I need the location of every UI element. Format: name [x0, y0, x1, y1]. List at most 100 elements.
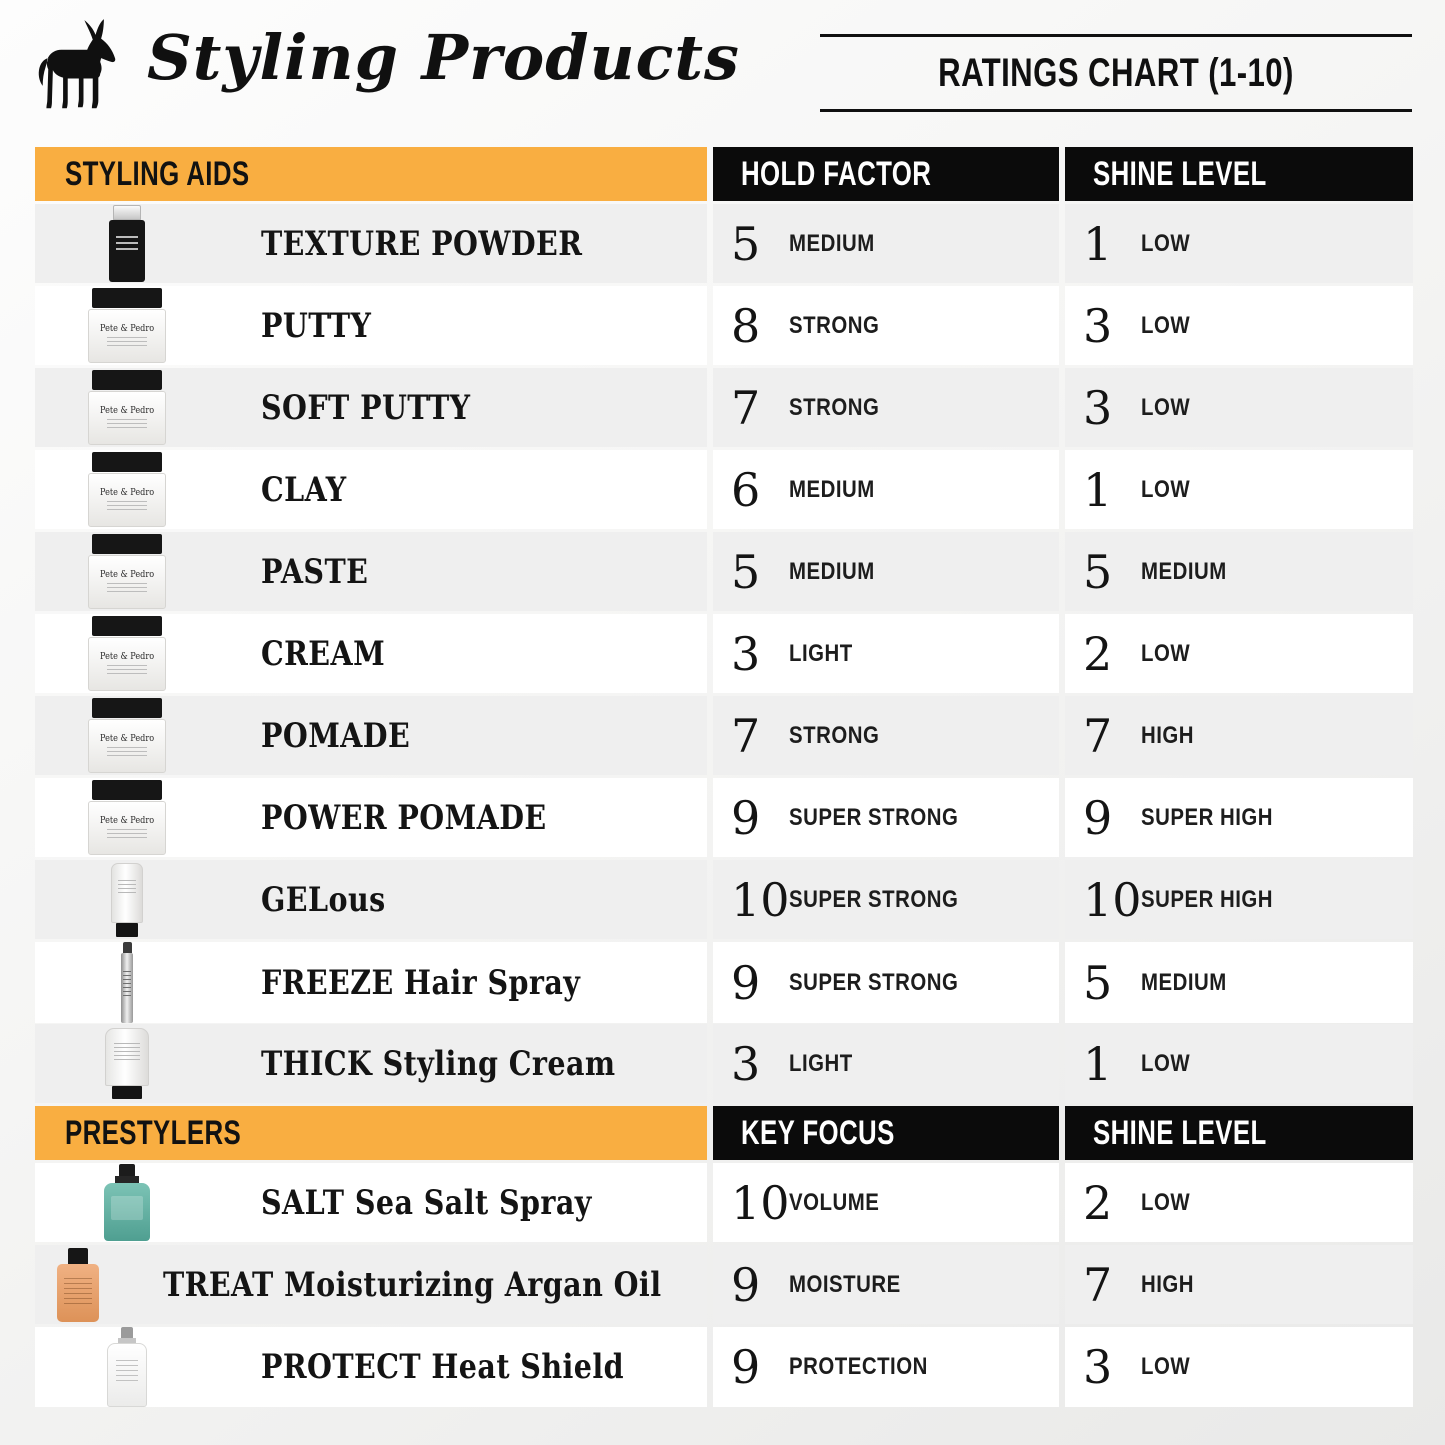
- rating-label: PROTECTION: [789, 1353, 928, 1380]
- rating-label: LOW: [1141, 229, 1191, 257]
- product-name: POMADE: [261, 715, 411, 756]
- rating-value: 1: [1083, 1036, 1113, 1091]
- column-header-hold-factor: HOLD FACTOR: [713, 147, 1059, 201]
- product-name: SOFT PUTTY: [261, 387, 471, 428]
- product-name: POWER POMADE: [261, 797, 547, 838]
- rating-value: 7: [731, 708, 761, 763]
- rating-label: STRONG: [789, 393, 880, 421]
- rating-value: 10: [731, 872, 790, 927]
- masthead: Styling Products RATINGS CHART (1-10): [0, 0, 1445, 147]
- product-thumbnail: Pete & Pedro: [57, 942, 197, 1023]
- rating-label: VOLUME: [789, 1188, 880, 1216]
- product-thumbnail: Pete & Pedro: [57, 532, 197, 611]
- rating-value: 3: [1083, 298, 1113, 353]
- product-thumbnail: Pete & Pedro: [57, 614, 197, 693]
- section-title: STYLING AIDS: [35, 147, 707, 201]
- product-name: CREAM: [261, 633, 386, 674]
- table-row: Pete & Pedro TREAT Moisturizing Argan Oi…: [35, 1245, 1413, 1324]
- table-row: Pete & Pedro GELous 10 SUPER STRONG 10 S…: [35, 860, 1413, 939]
- column-header-shine-level: SHINE LEVEL: [1065, 147, 1413, 201]
- rating-value: 3: [1083, 380, 1113, 435]
- table-row: Pete & Pedro PROTECT Heat Shield 9 PROTE…: [35, 1327, 1413, 1407]
- rating-value: 7: [731, 380, 761, 435]
- table-row: Pete & Pedro FREEZE Hair Spray 9 SUPER S…: [35, 942, 1413, 1023]
- rating-label: MOISTURE: [789, 1270, 901, 1298]
- rating-value: 9: [731, 1340, 761, 1394]
- rating-label: MEDIUM: [1141, 968, 1227, 996]
- donkey-icon: [26, 16, 128, 116]
- rating-value: 1: [1083, 462, 1113, 517]
- product-thumbnail: Pete & Pedro: [57, 204, 197, 283]
- rating-label: STRONG: [789, 721, 880, 749]
- product-name: TEXTURE POWDER: [261, 223, 583, 264]
- rating-value: 7: [1083, 708, 1113, 763]
- rating-label: LOW: [1141, 1188, 1191, 1216]
- product-thumbnail: Pete & Pedro: [57, 696, 197, 775]
- table-row: Pete & Pedro PUTTY 8 STRONG 3 LOW: [35, 286, 1413, 365]
- table-row: Pete & Pedro POMADE 7 STRONG 7 HIGH: [35, 696, 1413, 775]
- rating-value: 9: [731, 1257, 761, 1312]
- product-thumbnail: Pete & Pedro: [57, 860, 197, 939]
- rating-label: STRONG: [789, 311, 880, 339]
- product-thumbnail: Pete & Pedro: [57, 450, 197, 529]
- product-name: FREEZE Hair Spray: [261, 962, 581, 1003]
- ratings-chart-banner: RATINGS CHART (1-10): [820, 34, 1412, 112]
- rating-value: 3: [731, 626, 761, 681]
- rating-value: 5: [731, 544, 761, 599]
- product-name: GELous: [261, 879, 386, 920]
- rating-value: 8: [731, 298, 761, 353]
- rating-label: MEDIUM: [1141, 557, 1227, 585]
- product-thumbnail: Pete & Pedro: [57, 1327, 197, 1407]
- rating-value: 10: [1083, 872, 1142, 927]
- rating-value: 1: [1083, 216, 1113, 271]
- rating-label: HIGH: [1141, 721, 1195, 749]
- rating-value: 3: [1083, 1340, 1113, 1394]
- rating-value: 9: [731, 955, 761, 1010]
- rating-label: SUPER STRONG: [789, 885, 959, 913]
- product-name: PUTTY: [261, 305, 372, 346]
- rating-label: LOW: [1141, 1049, 1191, 1077]
- rating-value: 7: [1083, 1257, 1113, 1312]
- rating-label: MEDIUM: [789, 229, 875, 257]
- table-row: Pete & Pedro THICK Styling Cream 3 LIGHT…: [35, 1024, 1413, 1103]
- rating-label: LOW: [1141, 639, 1191, 667]
- rating-label: LOW: [1141, 311, 1191, 339]
- product-thumbnail: Pete & Pedro: [57, 1163, 197, 1242]
- ratings-table: STYLING AIDS HOLD FACTOR SHINE LEVEL Pet…: [35, 147, 1413, 1407]
- product-name: CLAY: [261, 469, 347, 510]
- product-thumbnail: Pete & Pedro: [57, 368, 197, 447]
- table-row: Pete & Pedro POWER POMADE 9 SUPER STRONG…: [35, 778, 1413, 857]
- product-thumbnail: Pete & Pedro: [57, 778, 197, 857]
- section-header-styling-aids: STYLING AIDS HOLD FACTOR SHINE LEVEL: [35, 147, 1413, 201]
- table-row: Pete & Pedro CREAM 3 LIGHT 2 LOW: [35, 614, 1413, 693]
- rating-value: 2: [1083, 626, 1113, 681]
- rating-label: LOW: [1141, 1353, 1191, 1380]
- rating-label: HIGH: [1141, 1270, 1195, 1298]
- rating-label: SUPER HIGH: [1141, 803, 1274, 831]
- page-title: Styling Products: [147, 21, 740, 94]
- rating-value: 6: [731, 462, 761, 517]
- ratings-chart-label: RATINGS CHART (1-10): [938, 50, 1294, 95]
- rating-label: SUPER HIGH: [1141, 885, 1274, 913]
- rating-value: 9: [1083, 790, 1113, 845]
- rating-value: 3: [731, 1036, 761, 1091]
- rating-label: LOW: [1141, 393, 1191, 421]
- rating-value: 2: [1083, 1175, 1113, 1230]
- column-header-key-focus: KEY FOCUS: [713, 1106, 1059, 1160]
- rating-label: MEDIUM: [789, 557, 875, 585]
- product-name: SALT Sea Salt Spray: [261, 1182, 592, 1223]
- rating-label: LOW: [1141, 475, 1191, 503]
- product-thumbnail: Pete & Pedro: [57, 1245, 99, 1324]
- table-row: Pete & Pedro PASTE 5 MEDIUM 5 MEDIUM: [35, 532, 1413, 611]
- product-thumbnail: Pete & Pedro: [57, 286, 197, 365]
- rating-value: 5: [731, 216, 761, 271]
- section-title: PRESTYLERS: [35, 1106, 707, 1160]
- table-row: Pete & Pedro SALT Sea Salt Spray 10 VOLU…: [35, 1163, 1413, 1242]
- rating-label: MEDIUM: [789, 475, 875, 503]
- table-row: Pete & Pedro CLAY 6 MEDIUM 1 LOW: [35, 450, 1413, 529]
- section-header-prestylers: PRESTYLERS KEY FOCUS SHINE LEVEL: [35, 1106, 1413, 1160]
- column-header-shine-level: SHINE LEVEL: [1065, 1106, 1413, 1160]
- rating-value: 5: [1083, 955, 1113, 1010]
- rating-label: SUPER STRONG: [789, 968, 959, 996]
- product-name: PROTECT Heat Shield: [261, 1347, 625, 1387]
